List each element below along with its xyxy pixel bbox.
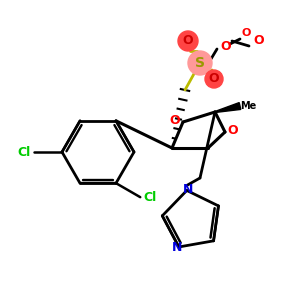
Circle shape — [188, 51, 212, 75]
Text: O: O — [254, 34, 264, 46]
Text: S: S — [195, 56, 205, 70]
Text: N: N — [172, 242, 182, 254]
Text: O: O — [241, 28, 251, 38]
Text: O: O — [170, 113, 180, 127]
Text: O: O — [183, 34, 193, 47]
Text: Cl: Cl — [144, 191, 157, 204]
Polygon shape — [215, 103, 241, 112]
Text: O: O — [221, 40, 231, 53]
Circle shape — [178, 31, 198, 51]
Text: Me: Me — [240, 101, 256, 111]
Text: Cl: Cl — [17, 146, 31, 158]
Text: N: N — [183, 183, 193, 196]
Text: O: O — [209, 73, 219, 85]
Text: O: O — [228, 124, 238, 136]
Circle shape — [205, 70, 223, 88]
